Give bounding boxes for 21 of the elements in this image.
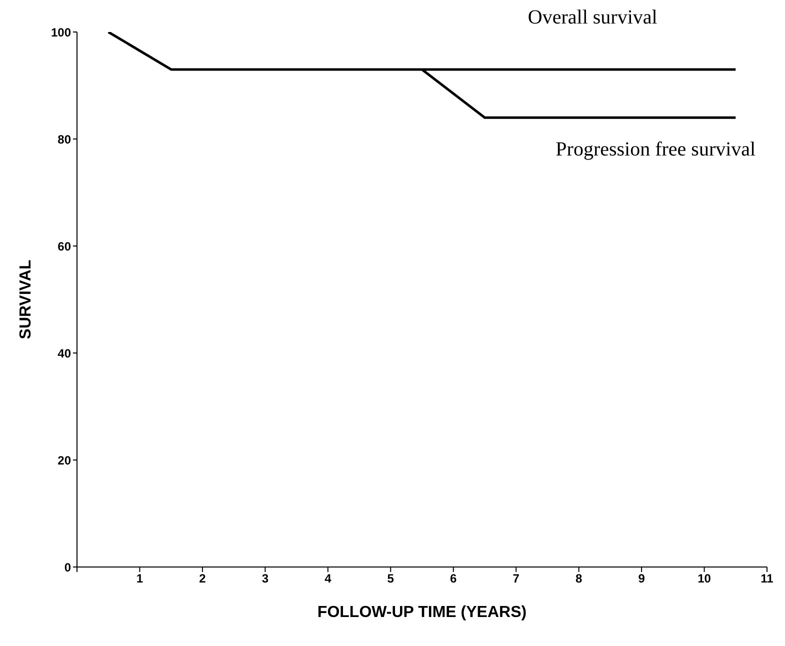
y-tick-label: 100: [50, 25, 72, 40]
x-tick-label: 10: [698, 572, 712, 586]
x-tick-label: 9: [638, 572, 646, 586]
text: Overall survival: [528, 6, 658, 28]
y-tick-label: 60: [58, 239, 72, 254]
x-tick-label: 8: [575, 572, 582, 586]
y-tick-label: 40: [58, 346, 72, 360]
x-tick-label: 4: [324, 572, 332, 586]
x-tick-label: 3: [262, 572, 269, 586]
x-tick-label: 6: [450, 572, 458, 586]
x-tick-label: 5: [387, 572, 394, 586]
x-tick-label: 2: [199, 572, 206, 586]
y-tick-label: 0: [64, 560, 72, 574]
y-tick-label: 80: [58, 132, 72, 146]
x-tick-label: 1: [136, 572, 144, 586]
x-axis-title: FOLLOW-UP TIME (YEARS): [317, 604, 527, 621]
y-tick-label: 20: [58, 453, 72, 468]
series-label: Progression free survival: [556, 138, 756, 161]
x-tick-label: 7: [512, 572, 520, 586]
x-tick-label: 11: [760, 572, 774, 586]
y-axis-title: SURVIVAL: [18, 260, 35, 340]
